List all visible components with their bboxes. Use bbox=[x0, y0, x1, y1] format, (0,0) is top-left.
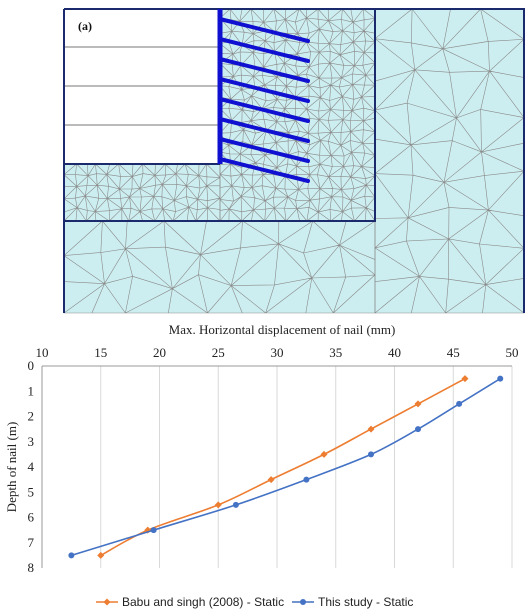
x-tick-labels: 10 15 20 25 30 35 40 45 50 bbox=[36, 345, 519, 360]
y-tick-label: 6 bbox=[28, 510, 35, 525]
soil-nail bbox=[218, 157, 310, 183]
y-tick-label: 1 bbox=[28, 383, 35, 398]
soil-nail bbox=[218, 17, 310, 43]
data-point bbox=[415, 426, 421, 433]
x-tick-label: 10 bbox=[36, 345, 49, 360]
soil-nails bbox=[218, 17, 310, 183]
axes bbox=[41, 365, 512, 568]
fem-mesh-figure: (a) bbox=[63, 8, 525, 314]
data-point bbox=[497, 375, 504, 382]
mesh-triangulation bbox=[63, 8, 525, 314]
panel-label: (a) bbox=[78, 19, 92, 33]
data-point bbox=[97, 551, 105, 559]
y-tick-label: 4 bbox=[28, 459, 35, 474]
y-tick-label: 3 bbox=[28, 434, 35, 449]
legend-item: This study - Static bbox=[292, 595, 413, 609]
legend-label: Babu and singh (2008) - Static bbox=[122, 595, 284, 609]
data-point bbox=[232, 501, 239, 508]
data-point bbox=[461, 375, 469, 383]
x-tick-label: 15 bbox=[94, 345, 107, 360]
mesh-element-lines bbox=[63, 220, 376, 314]
y-axis-label: Depth of nail (m) bbox=[4, 422, 19, 513]
y-tick-label: 2 bbox=[28, 409, 35, 424]
soil-nail bbox=[218, 97, 310, 123]
soil-nail bbox=[218, 137, 310, 163]
displacement-chart: Max. Horizontal displacement of nail (mm… bbox=[4, 322, 519, 609]
legend: Babu and singh (2008) - Static This study… bbox=[96, 595, 413, 609]
legend-marker bbox=[300, 599, 306, 605]
soil-nail bbox=[218, 117, 310, 143]
legend-marker bbox=[103, 598, 111, 606]
x-tick-label: 25 bbox=[212, 345, 225, 360]
y-tick-label: 8 bbox=[28, 560, 35, 575]
mesh-element-lines bbox=[374, 8, 525, 314]
model-boundary bbox=[63, 8, 525, 313]
data-point bbox=[303, 476, 310, 483]
data-point bbox=[368, 451, 374, 458]
x-tick-label: 40 bbox=[388, 345, 401, 360]
y-tick-labels: 0 1 2 3 4 5 6 7 8 bbox=[28, 358, 35, 575]
data-point bbox=[367, 425, 375, 433]
excavation-stage-lines bbox=[64, 46, 220, 126]
x-tick-label: 35 bbox=[329, 345, 342, 360]
data-point bbox=[414, 400, 422, 408]
soil-nail bbox=[218, 57, 310, 83]
soil-nail bbox=[218, 37, 310, 63]
x-tick-label: 30 bbox=[271, 345, 284, 360]
data-point bbox=[456, 400, 463, 407]
y-tick-label: 0 bbox=[28, 358, 35, 373]
data-point bbox=[320, 450, 328, 458]
y-tick-label: 5 bbox=[28, 484, 35, 499]
x-tick-label: 20 bbox=[153, 345, 166, 360]
x-tick-label: 45 bbox=[447, 345, 460, 360]
data-point bbox=[68, 552, 75, 559]
legend-item: Babu and singh (2008) - Static bbox=[96, 595, 284, 609]
x-tick-label: 50 bbox=[506, 345, 519, 360]
series-group bbox=[68, 375, 504, 559]
y-tick-label: 7 bbox=[28, 535, 35, 550]
legend-label: This study - Static bbox=[318, 595, 413, 609]
data-point bbox=[214, 501, 222, 509]
soil-nail bbox=[218, 77, 310, 103]
data-point bbox=[267, 476, 275, 484]
series-this-study bbox=[68, 375, 504, 559]
series-line bbox=[71, 377, 501, 557]
gridlines bbox=[100, 366, 513, 568]
x-axis-label: Max. Horizontal displacement of nail (mm… bbox=[169, 322, 396, 337]
data-point bbox=[150, 527, 157, 534]
